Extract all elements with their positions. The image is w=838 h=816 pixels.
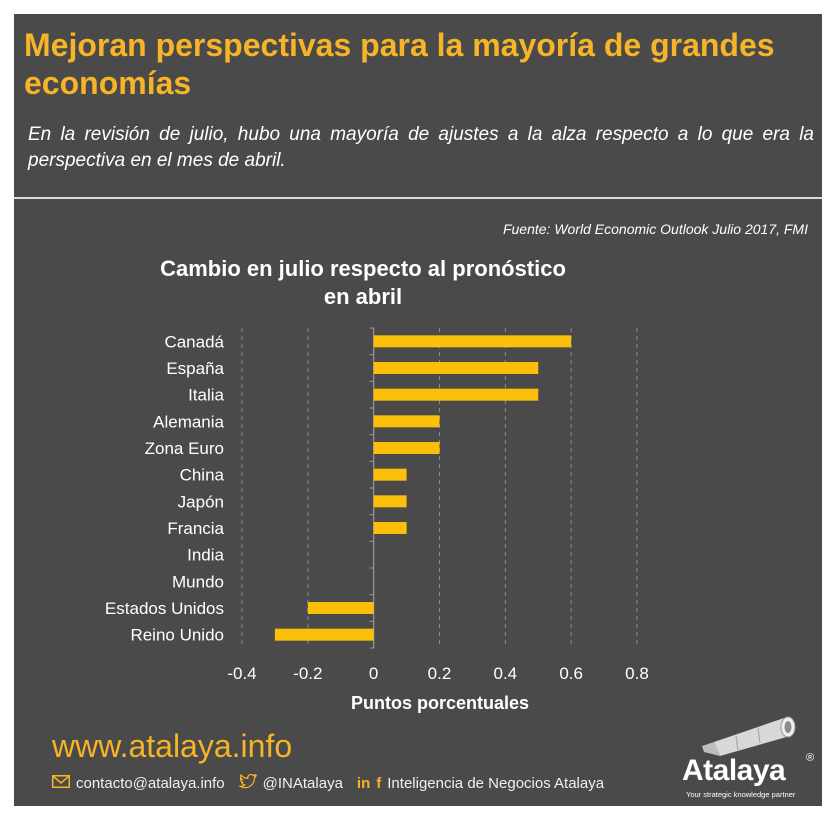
- page-title: Mejoran perspectivas para la mayoría de …: [24, 27, 775, 101]
- bar: [373, 495, 407, 508]
- twitter-handle[interactable]: @INAtalaya: [262, 775, 343, 792]
- bar: [373, 335, 572, 348]
- logo-wordmark: Atalaya: [682, 754, 786, 787]
- x-axis-label: Puntos porcentuales: [351, 693, 529, 713]
- bar: [373, 522, 407, 534]
- logo-tagline: Your strategic knowledge partner: [686, 790, 796, 799]
- bar-chart: Cambio en julio respecto al pronóstico en…: [105, 256, 649, 713]
- source-note: Fuente: World Economic Outlook Julio 201…: [502, 221, 808, 237]
- bar: [373, 362, 539, 374]
- x-tick-label: 0.6: [559, 664, 583, 683]
- divider: [14, 197, 822, 199]
- bar: [373, 388, 539, 401]
- x-tick-label: 0: [369, 664, 378, 683]
- x-tick-label: -0.4: [227, 664, 256, 683]
- category-label: Canadá: [164, 332, 224, 351]
- category-label: Japón: [178, 492, 224, 511]
- category-label: Alemania: [153, 412, 224, 431]
- category-label: España: [166, 359, 224, 378]
- category-label: Francia: [167, 519, 224, 538]
- category-label: Estados Unidos: [105, 599, 224, 618]
- category-label: China: [180, 466, 225, 485]
- x-tick-label: 0.8: [625, 664, 649, 683]
- bar: [307, 602, 374, 614]
- infographic-panel: Mejoran perspectivas para la mayoría de …: [14, 14, 822, 806]
- bar: [373, 442, 440, 454]
- category-label: Zona Euro: [145, 439, 224, 458]
- chart-title: Cambio en julio respecto al pronóstico en…: [160, 256, 566, 309]
- facebook-icon: f: [376, 775, 382, 792]
- atalaya-logo: Atalaya ® Your strategic knowledge partn…: [674, 712, 824, 802]
- page-subtitle: En la revisión de julio, hubo una mayorí…: [28, 124, 814, 171]
- envelope-icon: [52, 775, 70, 792]
- category-label: Italia: [188, 386, 224, 405]
- category-label: Mundo: [172, 572, 224, 591]
- email-link[interactable]: contacto@atalaya.info: [76, 775, 225, 792]
- category-label: India: [187, 546, 224, 565]
- telescope-icon: [702, 716, 796, 756]
- x-tick-label: 0.2: [428, 664, 452, 683]
- bar: [373, 415, 440, 428]
- website-link[interactable]: www.atalaya.info: [52, 728, 293, 764]
- x-tick-label: 0.4: [494, 664, 518, 683]
- social-page-link[interactable]: Inteligencia de Negocios Atalaya: [387, 775, 605, 792]
- bar: [373, 468, 407, 481]
- twitter-icon: [237, 773, 258, 793]
- linkedin-icon: in: [356, 775, 371, 792]
- bar: [274, 628, 374, 641]
- contact-row: contacto@atalaya.info @INAtalaya in f In…: [52, 773, 605, 793]
- category-label: Reino Unido: [130, 626, 224, 645]
- registered-mark: ®: [806, 752, 815, 764]
- x-tick-label: -0.2: [293, 664, 322, 683]
